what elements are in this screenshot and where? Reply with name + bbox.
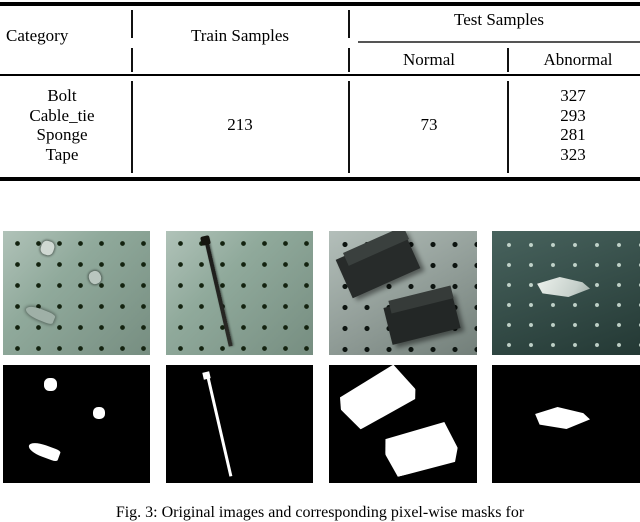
bolt-mask-blob-b <box>93 407 105 419</box>
cable-tie-mask <box>166 365 313 483</box>
table-cell-line: Bolt <box>47 86 77 105</box>
perforated-plate-background <box>3 231 150 355</box>
column-divider-3-body <box>507 81 509 173</box>
bolt-mask-blob-a <box>44 378 57 391</box>
column-divider-1-mid <box>131 48 133 72</box>
tape-object <box>537 277 590 297</box>
dataset-statistics-table: Category Train Samples Test Samples Norm… <box>0 0 640 185</box>
header-test-samples: Test Samples <box>454 10 544 29</box>
perforated-plate-background <box>492 231 640 355</box>
perforated-plate-background <box>166 231 313 355</box>
figure-image-grid <box>0 228 640 498</box>
table-cell-line: Tape <box>45 144 79 164</box>
sponge-mask <box>329 365 477 483</box>
header-normal: Normal <box>403 50 455 69</box>
table-cell-line: Cable_tie <box>29 105 95 125</box>
column-divider-2-body <box>348 81 350 173</box>
table-cell-line: 293 <box>560 105 586 125</box>
bolt-photo <box>3 231 150 355</box>
table-header-rule <box>0 74 640 76</box>
cable-tie-mask-blob <box>206 374 233 477</box>
sponge-photo <box>329 231 477 355</box>
column-divider-1-body <box>131 81 133 173</box>
bolt-mask <box>3 365 150 483</box>
table-top-rule <box>0 2 640 6</box>
table-bottom-rule <box>0 177 640 181</box>
table-cell-line: Sponge <box>36 125 88 144</box>
sponge-mask-blob-a <box>333 365 421 433</box>
column-divider-3-mid <box>507 48 509 72</box>
train-samples-value: 213 <box>227 115 253 134</box>
bolt-mask-blob-c <box>26 439 62 463</box>
column-divider-2-top <box>348 10 350 38</box>
header-train-samples: Train Samples <box>190 26 290 45</box>
tape-mask-blob <box>535 407 590 429</box>
table-cell-line: 281 <box>560 125 586 144</box>
header-category: Category <box>6 26 69 45</box>
table-cell-line: 323 <box>560 144 586 164</box>
test-samples-span-rule <box>358 41 640 43</box>
test-abnormal-value-list: 327 293 281 323 <box>516 86 630 164</box>
test-normal-value: 73 <box>420 115 438 134</box>
column-divider-2-mid <box>348 48 350 72</box>
table-cell-line: 327 <box>560 86 586 105</box>
column-divider-1-top <box>131 10 133 38</box>
tape-photo <box>492 231 640 355</box>
cable-tie-photo <box>166 231 313 355</box>
figure-caption: Fig. 3: Original images and correspondin… <box>115 504 525 521</box>
header-abnormal: Abnormal <box>543 50 613 69</box>
category-value-list: Bolt Cable_tie Sponge Tape <box>0 86 124 164</box>
tape-mask <box>492 365 640 483</box>
sponge-mask-blob-b <box>381 419 461 478</box>
